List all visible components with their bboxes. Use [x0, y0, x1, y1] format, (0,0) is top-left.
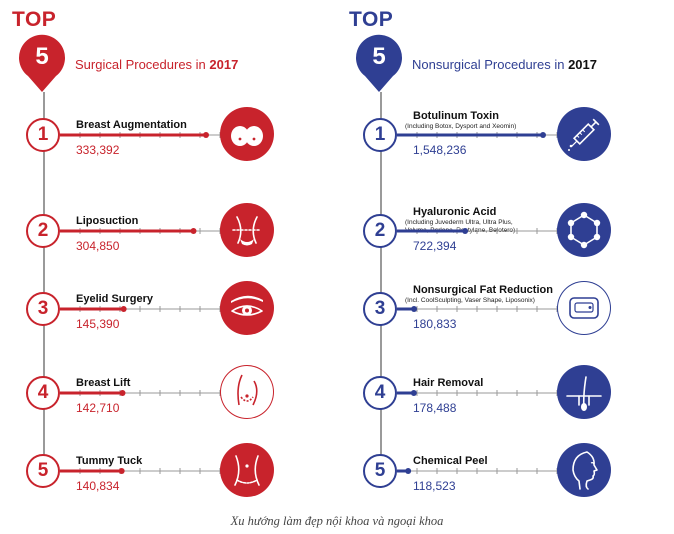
bar-endpoint [405, 468, 412, 474]
panel-heading: Nonsurgical Procedures in 2017 [412, 57, 597, 72]
heading-text: Surgical Procedures in [75, 57, 210, 72]
molecule-icon [557, 203, 611, 257]
procedure-name: Breast Lift [76, 377, 131, 389]
bar-endpoint [203, 132, 209, 138]
rank-badge: 2 [363, 214, 397, 248]
top-label: TOP [349, 8, 394, 31]
procedure-count: 333,392 [76, 143, 120, 157]
rank-badge: 5 [363, 454, 397, 488]
bar-endpoint [118, 468, 125, 474]
top-count: 5 [372, 43, 386, 70]
bar-endpoint [540, 132, 546, 138]
map-pin-icon: 5 [16, 34, 68, 94]
procedure-name: Breast Augmentation [76, 119, 187, 131]
rank-badge: 1 [26, 118, 60, 152]
procedure-count: 304,850 [76, 239, 120, 253]
timeline-axis [380, 92, 382, 484]
bar-endpoint [120, 306, 127, 312]
procedure-name: Tummy Tuck [76, 455, 143, 467]
heading-text: Nonsurgical Procedures in [412, 57, 569, 72]
bar-endpoint [410, 390, 417, 396]
procedure-name: Nonsurgical Fat Reduction [413, 284, 553, 296]
rank-badge: 2 [26, 214, 60, 248]
bar-endpoint [119, 390, 126, 396]
heading-year: 2017 [209, 57, 239, 72]
nonsurgical-panel: TOP 5 Nonsurgical Procedures in 2017 1 Botul… [337, 0, 667, 510]
procedure-count: 178,488 [413, 401, 457, 415]
rank-badge: 5 [26, 454, 60, 488]
procedure-name: Liposuction [76, 215, 139, 227]
syringe-icon [557, 107, 611, 161]
surgical-panel: TOP 5 Surgical Procedures in 2017 1 Breast A… [0, 0, 330, 510]
procedure-note: (Incl. CoolSculpting, Vaser Shape, Lipos… [405, 297, 535, 304]
hair-follicle-icon [557, 365, 611, 419]
tummy-icon [220, 443, 274, 497]
procedure-count: 1,548,236 [413, 143, 467, 157]
map-pin-icon: 5 [353, 34, 405, 94]
rank-badge: 3 [26, 292, 60, 326]
waist-icon [220, 203, 274, 257]
procedure-count: 140,834 [76, 479, 120, 493]
eye-icon [220, 281, 274, 335]
breast-icon [220, 107, 274, 161]
procedure-count: 722,394 [413, 239, 457, 253]
panel-heading: Surgical Procedures in 2017 [75, 57, 238, 72]
bar-endpoint [190, 228, 197, 234]
procedure-name: Botulinum Toxin [413, 110, 499, 122]
bar-endpoint [462, 228, 469, 234]
rank-badge: 4 [26, 376, 60, 410]
rank-badge: 1 [363, 118, 397, 152]
heading-year: 2017 [568, 57, 597, 72]
timeline-axis [43, 92, 45, 484]
procedure-name: Eyelid Surgery [76, 293, 154, 305]
face-profile-icon [557, 443, 611, 497]
procedure-count: 145,390 [76, 317, 120, 331]
procedure-count: 118,523 [413, 479, 456, 493]
procedure-name: Chemical Peel [413, 455, 488, 467]
procedure-note: (Including Botox, Dysport and Xeomin) [405, 123, 517, 130]
rank-badge: 3 [363, 292, 397, 326]
top-count: 5 [35, 43, 49, 70]
procedure-name: Hair Removal [413, 377, 484, 389]
breast-lift-icon [220, 365, 274, 419]
procedure-count: 142,710 [76, 401, 120, 415]
top-label: TOP [12, 8, 57, 31]
rank-badge: 4 [363, 376, 397, 410]
procedure-name: Hyaluronic Acid [413, 206, 497, 218]
bar-endpoint [411, 306, 418, 312]
procedure-count: 180,833 [413, 317, 457, 331]
caption: Xu hướng làm đẹp nội khoa và ngoại khoa [230, 514, 444, 528]
fat-reduction-icon [557, 281, 611, 335]
